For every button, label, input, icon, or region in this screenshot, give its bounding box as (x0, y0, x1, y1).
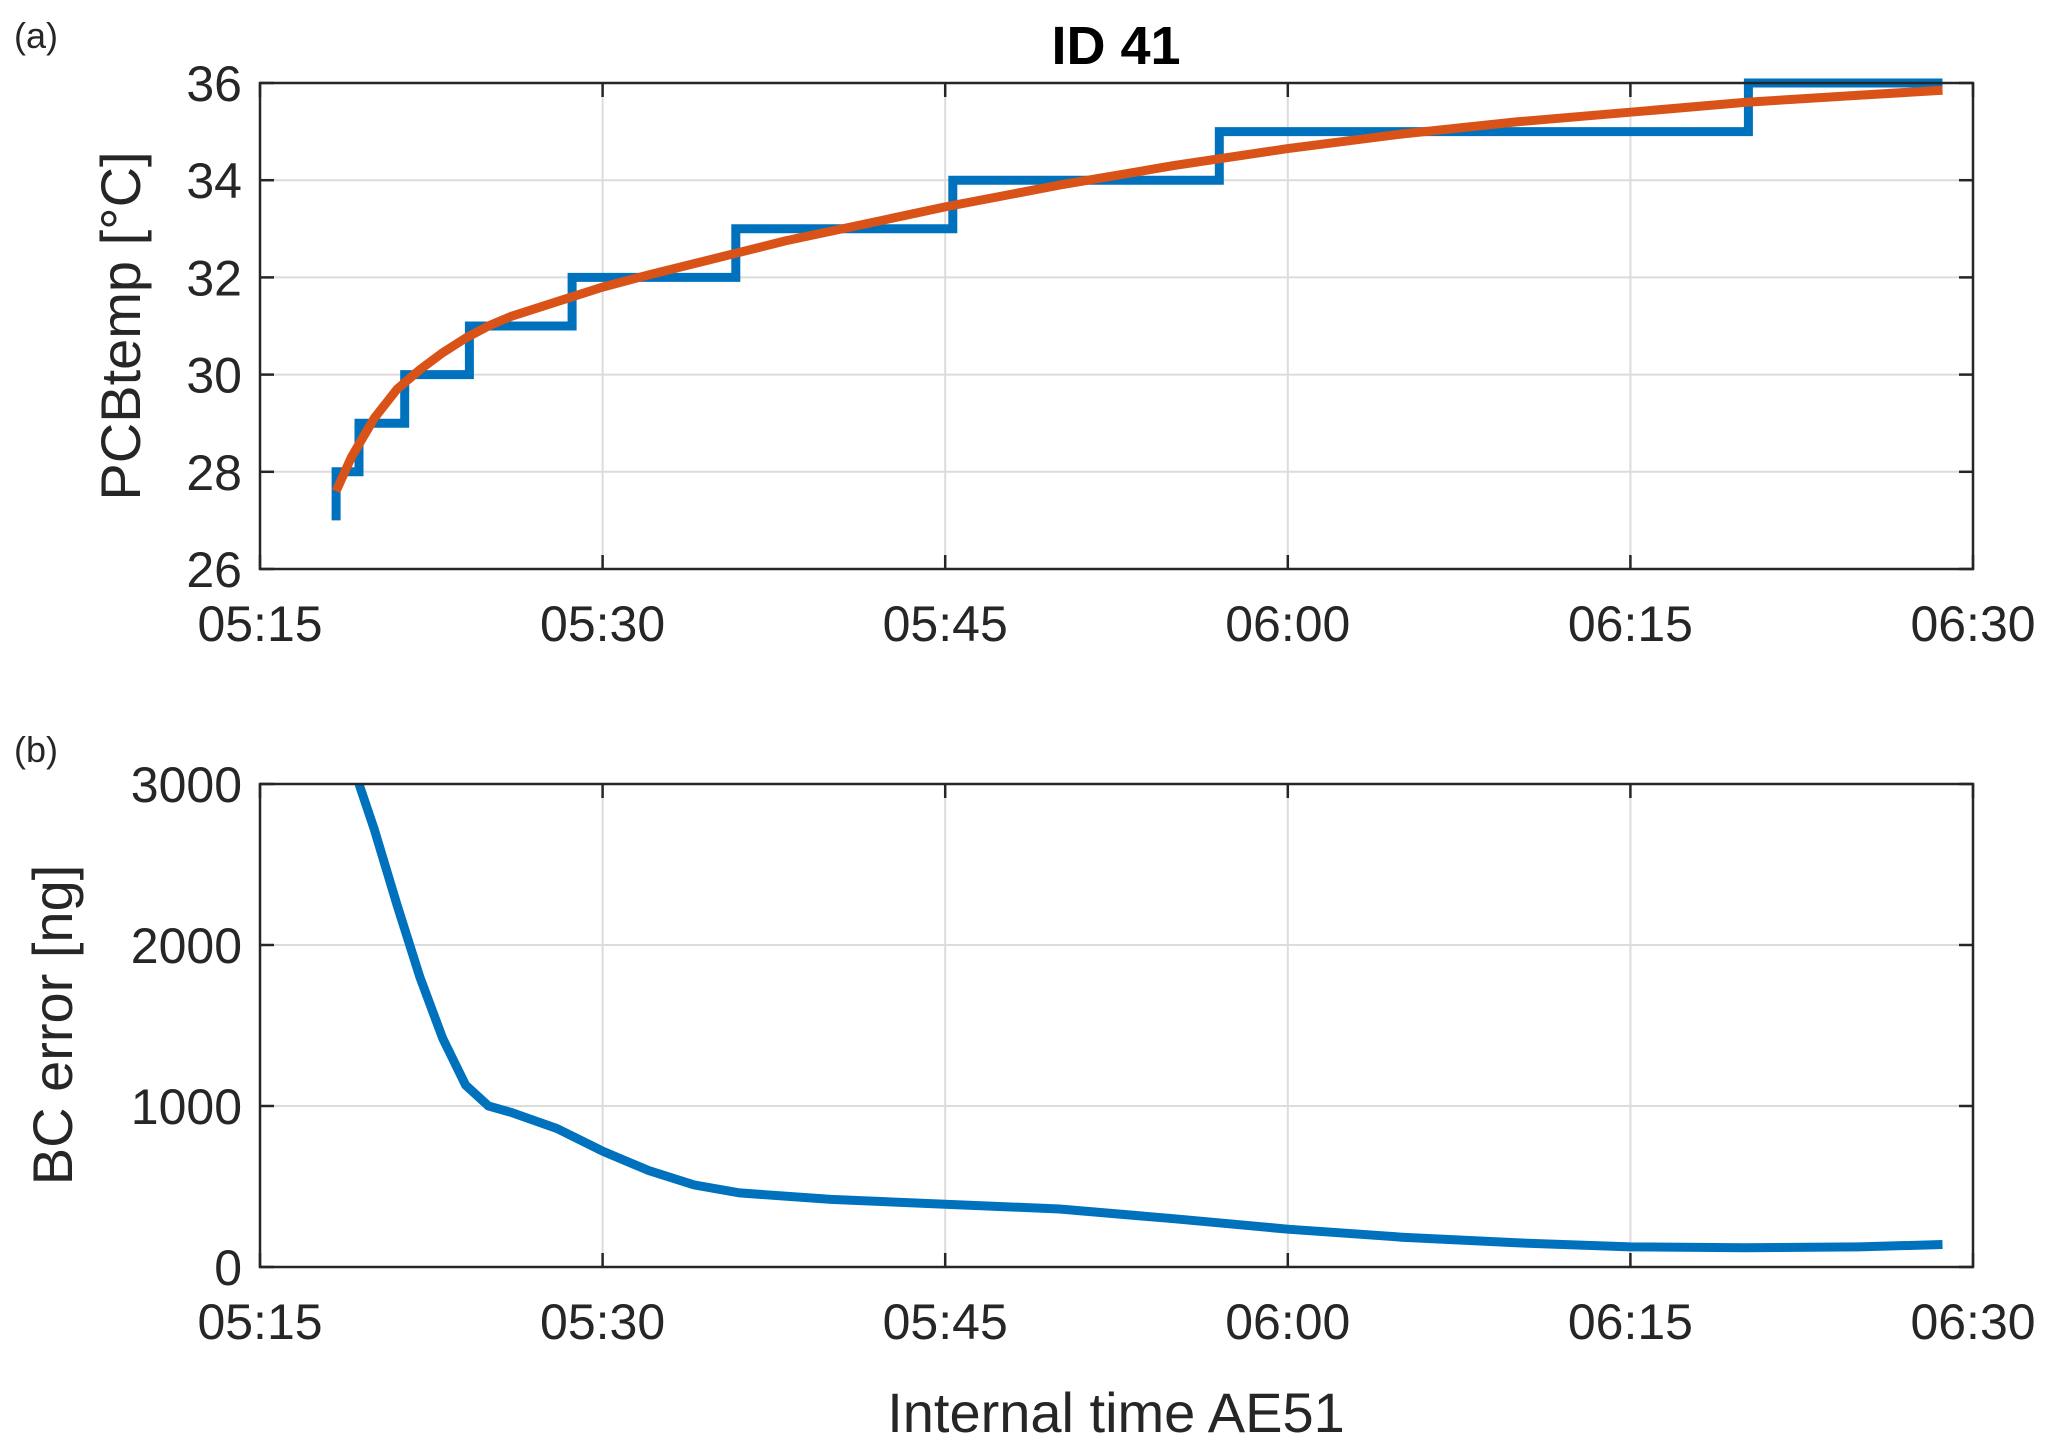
y-tick-label-a: 36 (186, 56, 242, 112)
panel-b: (b) 05:15 05:30 05:45 06:00 06:15 06:30 0 1000 2… (14, 729, 2036, 1444)
axes-box-b (258, 782, 1975, 1269)
x-tick-label-b: 06:00 (1225, 1294, 1350, 1350)
ticks-b: 05:15 05:30 05:45 06:00 06:15 06:30 0 1000 2000 3… (131, 757, 2036, 1350)
series-line-a-0 (331, 78, 1943, 521)
series-line-a-1 (331, 85, 1943, 494)
x-tick-label-b: 05:45 (883, 1294, 1008, 1350)
y-tick-label-b: 3000 (131, 757, 242, 813)
grid-a (260, 83, 1973, 569)
x-tick-label-b: 05:30 (540, 1294, 665, 1350)
chart-title: ID 41 (1051, 16, 1180, 76)
x-tick-label-b: 06:30 (1910, 1294, 2035, 1350)
series-line-b-0 (354, 782, 1943, 1253)
axes-box-a (258, 81, 1975, 571)
x-tick-label-a: 05:30 (540, 596, 665, 652)
grid-b (260, 784, 1973, 1267)
y-tick-label-a: 26 (186, 542, 242, 598)
y-tick-label-b: 0 (214, 1240, 242, 1296)
ticks-a: 05:15 05:30 05:45 06:00 06:15 06:30 26 28 30 32 34… (186, 56, 2035, 652)
series-b (354, 782, 1943, 1253)
x-tick-label-b: 06:15 (1568, 1294, 1693, 1350)
y-axis-label-a: PCBtemp [°C] (89, 151, 152, 500)
x-tick-label-a: 05:15 (197, 596, 322, 652)
x-tick-label-a: 06:30 (1910, 596, 2035, 652)
x-tick-label-a: 05:45 (883, 596, 1008, 652)
y-tick-label-a: 34 (186, 153, 242, 209)
y-tick-label-a: 32 (186, 250, 242, 306)
y-tick-label-a: 28 (186, 445, 242, 501)
y-tick-label-b: 1000 (131, 1079, 242, 1135)
x-axis-label-b: Internal time AE51 (887, 1381, 1345, 1444)
y-axis-label-b: BC error [ng] (21, 865, 84, 1186)
x-tick-label-a: 06:00 (1225, 596, 1350, 652)
x-tick-label-a: 06:15 (1568, 596, 1693, 652)
x-tick-label-b: 05:15 (197, 1294, 322, 1350)
y-tick-label-a: 30 (186, 348, 242, 404)
panel-b-label: (b) (14, 729, 58, 770)
panel-a-label: (a) (14, 15, 58, 56)
series-a (331, 78, 1943, 521)
panel-a: (a) ID 41 05:15 05:30 05:45 06:00 06:15 06:30… (14, 15, 2036, 652)
y-tick-label-b: 2000 (131, 918, 242, 974)
